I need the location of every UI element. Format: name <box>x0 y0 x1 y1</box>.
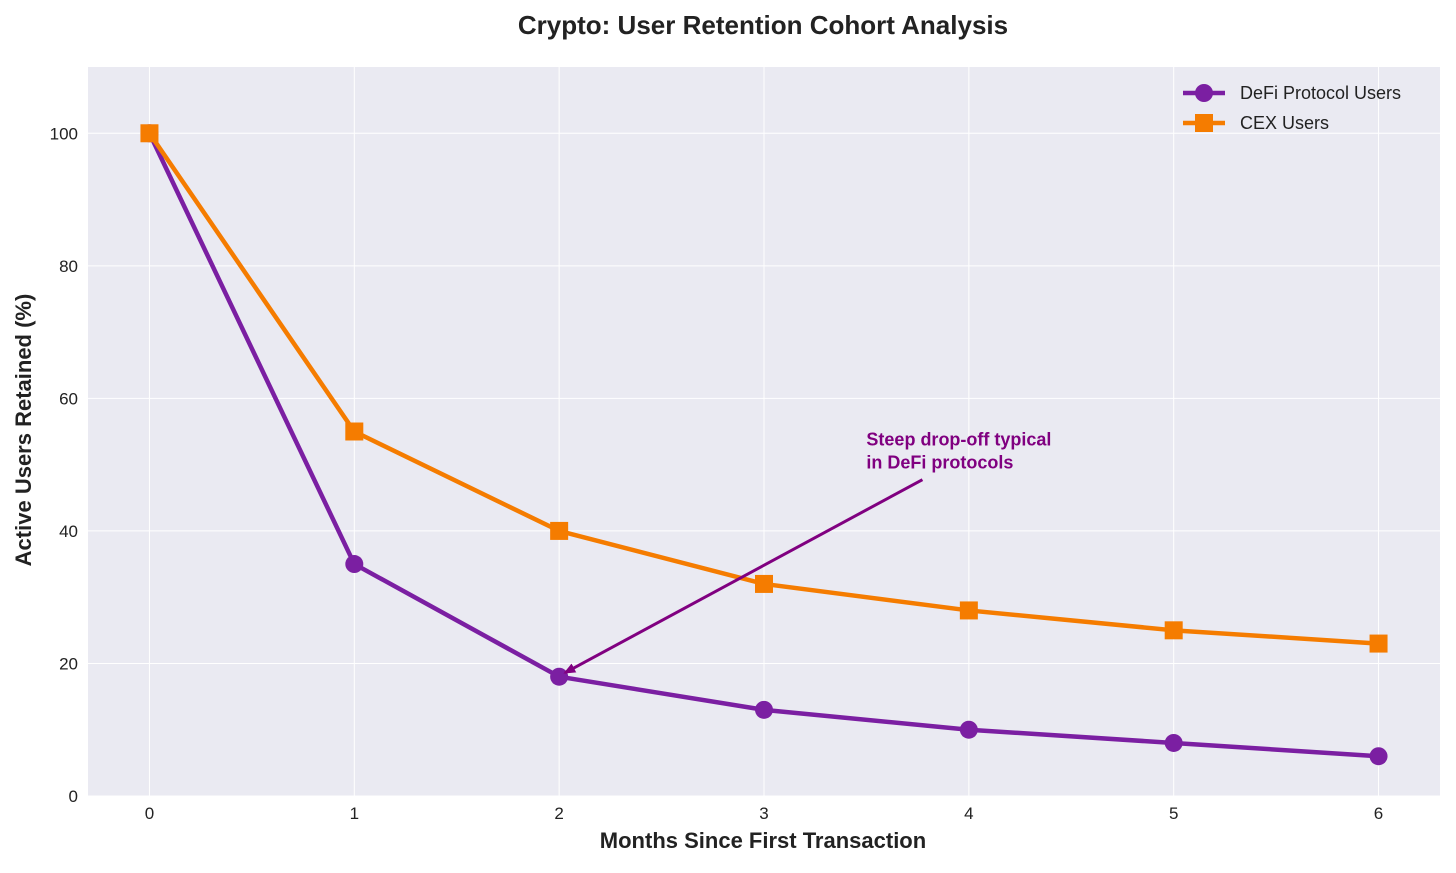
series-cex <box>140 124 1388 653</box>
x-tick-label: 4 <box>964 804 973 823</box>
data-point <box>1369 747 1388 766</box>
data-point <box>755 574 773 593</box>
y-tick-label: 0 <box>69 787 78 806</box>
y-axis-label: Active Users Retained (%) <box>11 294 36 567</box>
x-tick-label: 5 <box>1169 804 1178 823</box>
data-point <box>140 124 159 143</box>
y-tick-label: 100 <box>50 124 78 143</box>
annotation-text: in DeFi protocols <box>866 453 1013 473</box>
legend-item: DeFi Protocol Users <box>1183 83 1401 103</box>
data-point <box>345 422 364 441</box>
x-tick-label: 6 <box>1374 804 1383 823</box>
x-tick-label: 2 <box>554 804 563 823</box>
y-tick-label: 40 <box>59 522 78 541</box>
data-point <box>959 601 978 620</box>
legend-marker <box>1195 114 1213 132</box>
data-point <box>345 555 364 574</box>
legend-label: CEX Users <box>1240 113 1329 133</box>
y-tick-label: 60 <box>59 389 78 408</box>
data-point <box>755 700 773 719</box>
legend-marker <box>1195 84 1213 102</box>
chart-title: Crypto: User Retention Cohort Analysis <box>518 10 1008 40</box>
x-axis-label: Months Since First Transaction <box>600 828 926 853</box>
series-layer <box>140 124 1388 766</box>
data-point <box>1164 621 1183 640</box>
legend-item: CEX Users <box>1183 113 1329 133</box>
x-tick-label: 0 <box>145 804 154 823</box>
x-tick-label: 1 <box>350 804 359 823</box>
annotation-text: Steep drop-off typical <box>866 430 1051 450</box>
legend-label: DeFi Protocol Users <box>1240 83 1401 103</box>
annotation-arrow <box>563 478 924 675</box>
y-tick-label: 80 <box>59 257 78 276</box>
data-point <box>1164 733 1183 752</box>
y-tick-label: 20 <box>59 654 78 673</box>
data-point <box>550 521 569 540</box>
x-tick-label: 3 <box>759 804 768 823</box>
data-point <box>959 720 978 739</box>
annotation: Steep drop-off typical in DeFi protocols <box>563 430 1051 675</box>
legend: DeFi Protocol Users CEX Users <box>1183 83 1401 133</box>
data-point <box>550 667 569 686</box>
data-point <box>1369 634 1388 653</box>
